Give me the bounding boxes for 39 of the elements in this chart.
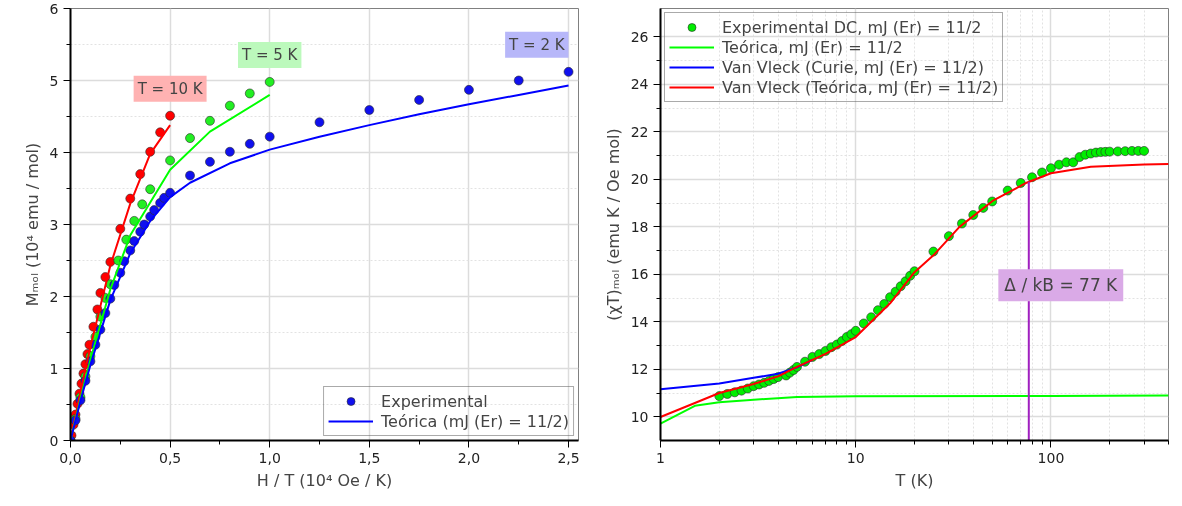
y-tick-label: 6 — [49, 0, 59, 17]
x-tick-label: 0,0 — [59, 449, 82, 466]
y-axis-title: Mₘₒₗ (10⁴ emu / mol) — [22, 142, 42, 307]
legend-label: Teórica, mJ (Er) = 11/2 — [722, 37, 903, 57]
x-tick-label: 1,0 — [258, 449, 281, 466]
x-tick-label: 1,5 — [358, 449, 381, 466]
y-tick-label: 14 — [630, 313, 649, 330]
y-tick-label: 3 — [49, 216, 59, 233]
y-tick-label: 20 — [630, 171, 649, 188]
y-tick-label: 5 — [49, 72, 59, 89]
x-axis-title: T (K) — [894, 470, 934, 490]
annotation: T = 2 K — [508, 35, 566, 54]
ref-line-label: Δ / kB = 77 K — [1004, 275, 1119, 296]
x-tick-label: 100 — [1037, 449, 1065, 466]
x-axis-title: H / T (10⁴ Oe / K) — [256, 470, 393, 490]
annotation: T = 10 K — [136, 79, 204, 98]
y-tick-label: 1 — [49, 360, 59, 377]
y-tick-label: 26 — [630, 28, 649, 45]
y-tick-label: 4 — [49, 144, 59, 161]
x-tick-label: 10 — [846, 449, 865, 466]
legend-label: Van Vleck (Curie, mJ (Er) = 11/2) — [722, 57, 985, 77]
legend-label: Experimental DC, mJ (Er) = 11/2 — [722, 17, 982, 37]
x-tick-label: 1 — [656, 449, 665, 466]
annotation: T = 5 K — [241, 45, 299, 64]
y-tick-label: 10 — [630, 408, 649, 425]
legend-label: Van Vleck (Teórica, mJ (Er) = 11/2) — [722, 77, 999, 97]
x-tick-label: 0,5 — [158, 449, 182, 466]
y-tick-label: 12 — [630, 361, 649, 378]
y-tick-label: 0 — [49, 432, 59, 449]
x-tick-label: 2,0 — [457, 449, 481, 466]
y-axis-title: (χT)ₘₒₗ (emu K / Oe mol) — [603, 128, 623, 321]
y-tick-label: 16 — [630, 266, 649, 283]
y-tick-label: 22 — [630, 123, 649, 140]
legend-label: Experimental — [381, 391, 488, 411]
y-tick-label: 2 — [49, 288, 59, 305]
y-tick-label: 24 — [630, 76, 649, 93]
legend-label: Teórica (mJ (Er) = 11/2) — [381, 411, 569, 431]
y-tick-label: 18 — [630, 218, 649, 235]
x-tick-label: 2,5 — [557, 449, 580, 466]
